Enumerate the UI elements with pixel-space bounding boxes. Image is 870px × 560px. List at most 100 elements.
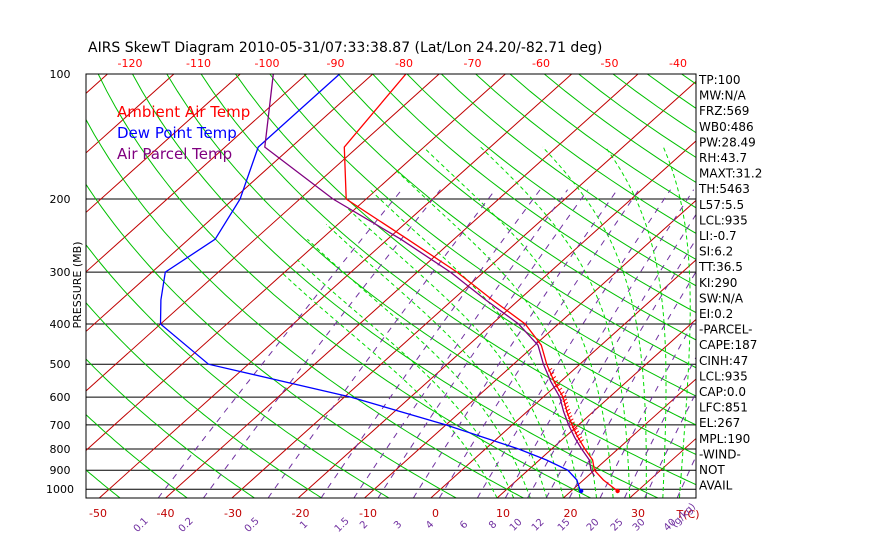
bottom-temp-tick-label: -50 xyxy=(89,507,107,520)
surface-temp-marker xyxy=(615,488,620,494)
isotherm-line xyxy=(430,259,696,498)
parcel-marker xyxy=(570,421,575,426)
mixing-ratio-label: 10 xyxy=(508,517,525,534)
bottom-temp-tick-label: 10 xyxy=(496,507,510,520)
parcel-marker xyxy=(565,408,571,413)
parcel-marker xyxy=(571,424,577,429)
parcel-marker xyxy=(551,376,557,380)
bottom-temp-tick-label: -30 xyxy=(224,507,242,520)
parcel-marker xyxy=(577,436,583,441)
mixing-ratio-label: 1.5 xyxy=(333,516,352,535)
chart-title: AIRS SkewT Diagram 2010-05-31/07:33:38.8… xyxy=(88,40,602,56)
index-entry: LCL:935 xyxy=(699,213,748,227)
index-entry: CAPE:187 xyxy=(699,338,757,352)
isotherm-line xyxy=(86,74,175,154)
dry-adiabat-line xyxy=(372,74,696,314)
dew-point-line xyxy=(159,74,582,492)
top-temp-tick-label: -110 xyxy=(186,57,211,70)
mixing-ratio-line xyxy=(599,316,696,498)
index-entry: -PARCEL- xyxy=(699,323,753,337)
mixing-ratio-line xyxy=(320,189,541,498)
index-entry: -WIND- xyxy=(699,447,741,461)
ambient-temp-line xyxy=(343,74,618,492)
bottom-temp-tick-label: 0 xyxy=(432,507,439,520)
dry-adiabat-line xyxy=(750,74,870,498)
moist-adiabat-line xyxy=(346,207,564,498)
moist-adiabat-line xyxy=(542,146,647,498)
series-layer xyxy=(159,74,620,494)
pressure-tick-label: 800 xyxy=(50,443,71,456)
mixing-ratio-line xyxy=(676,455,696,498)
dry-adiabat-line xyxy=(166,74,696,486)
legend-item-label: Air Parcel Temp xyxy=(117,145,232,163)
index-entry: MW:N/A xyxy=(699,89,747,103)
bottom-temp-tick-label: 20 xyxy=(564,507,578,520)
mixing-ratio-label: 3 xyxy=(392,519,404,531)
index-entry: KI:290 xyxy=(699,276,737,290)
dry-adiabat-line xyxy=(86,301,323,498)
pressure-tick-label: 300 xyxy=(50,266,71,279)
dry-adiabat-line xyxy=(200,74,696,456)
moist-adiabat-line xyxy=(605,146,667,498)
pressure-tick-label: 100 xyxy=(50,68,71,81)
top-temp-tick-label: -100 xyxy=(255,57,280,70)
parcel-marker xyxy=(555,383,561,388)
isotherm-line xyxy=(762,74,870,498)
dry-adiabat-line xyxy=(86,183,457,498)
parcel-marker xyxy=(563,401,569,406)
parcel-marker xyxy=(569,418,574,423)
index-entry: LI:-0.7 xyxy=(699,229,737,243)
index-entry: AVAIL xyxy=(699,479,733,493)
index-entry: SW:N/A xyxy=(699,291,744,305)
parcel-marker xyxy=(562,398,568,403)
bottom-temp-tick-label: 30 xyxy=(631,507,645,520)
pressure-tick-label: 900 xyxy=(50,464,71,477)
dry-adiabat-line xyxy=(819,74,870,498)
moist-adiabat-line xyxy=(280,271,498,498)
index-entry: TH:5463 xyxy=(698,182,750,196)
mixing-ratio-label: 4 xyxy=(424,519,436,531)
index-entry: RH:43.7 xyxy=(699,151,747,165)
index-entry: SI:6.2 xyxy=(699,245,733,259)
mixing-ratio-line xyxy=(504,189,695,498)
parcel-marker xyxy=(566,411,572,416)
moist-adiabat-line xyxy=(325,223,548,498)
dry-adiabat-line xyxy=(785,74,870,498)
parcel-temp-line xyxy=(264,74,595,477)
dry-adiabat-line xyxy=(303,74,696,369)
index-entry: LCL:935 xyxy=(699,369,748,383)
isotherm-line xyxy=(297,140,696,498)
parcel-marker xyxy=(567,415,573,419)
chart-legend: Ambient Air Temp Dew Point Temp Air Parcel… xyxy=(117,103,250,163)
index-entry: TP:100 xyxy=(698,73,741,87)
parcel-marker xyxy=(576,433,581,438)
mixing-ratio-line xyxy=(624,356,696,498)
mixing-ratio-label: 0.5 xyxy=(243,516,262,535)
top-temp-tick-label: -50 xyxy=(601,57,619,70)
mixing-ratio-line xyxy=(476,189,671,498)
parcel-marker xyxy=(564,405,570,410)
mixing-ratio-line xyxy=(202,189,441,498)
dry-adiabat-line xyxy=(86,358,255,498)
moist-adiabat-line xyxy=(662,146,691,498)
moist-adiabat-line xyxy=(480,146,631,498)
parcel-marker xyxy=(579,439,584,443)
isotherm-line xyxy=(86,74,307,273)
legend-item-label: Ambient Air Temp xyxy=(117,103,250,121)
parcel-marker xyxy=(557,387,563,392)
isotherm-line xyxy=(496,318,696,498)
moist-adiabat-line xyxy=(369,189,581,498)
top-temp-tick-label: -90 xyxy=(327,57,345,70)
isotherm-line xyxy=(98,74,573,498)
dry-adiabat-line xyxy=(647,74,696,109)
parcel-marker xyxy=(553,379,559,384)
isotherm-line xyxy=(829,74,870,498)
parcel-marker xyxy=(559,391,565,396)
bottom-temp-tick-label: -40 xyxy=(157,507,175,520)
moist-adiabat-line xyxy=(296,259,515,498)
index-entry: L57:5.5 xyxy=(699,198,744,212)
index-entry: MPL:190 xyxy=(699,432,750,446)
isotherm-line xyxy=(165,74,639,498)
mixing-ratio-line xyxy=(644,391,696,498)
